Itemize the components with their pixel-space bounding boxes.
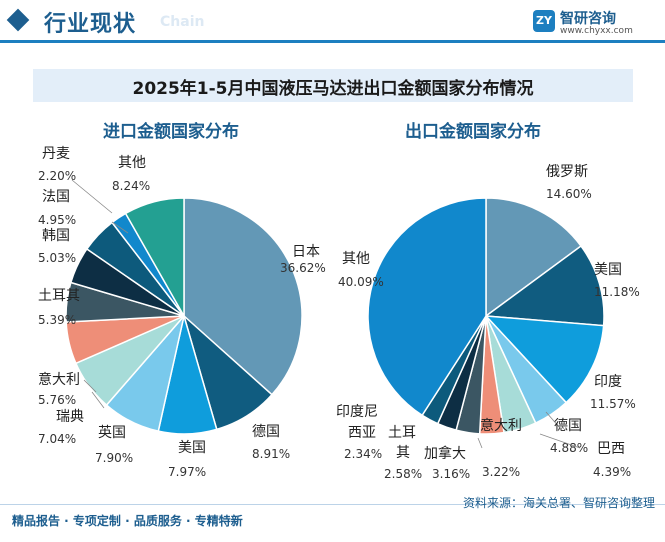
- import-chart-subtitle: 进口金额国家分布: [103, 122, 239, 142]
- pie-0-label-7: 韩国: [42, 228, 70, 244]
- pie-0-value-9: 2.20%: [38, 169, 76, 183]
- pie-1-value-9: 40.09%: [338, 275, 384, 289]
- pie-1-slice-1: [483, 244, 605, 327]
- pie-0-value-0: 36.62%: [280, 261, 326, 275]
- pie-1-slice-0: [485, 197, 583, 318]
- pie-1-label-8: 印度尼: [336, 404, 378, 420]
- pie-0-label-1: 德国: [252, 424, 280, 440]
- pie-0-leader-5: [83, 379, 97, 393]
- pie-1-value-4: 4.39%: [593, 465, 631, 479]
- export-chart-subtitle: 出口金额国家分布: [405, 122, 541, 142]
- pie-0-label-5: 意大利: [38, 371, 80, 388]
- chart-title-bar: 2025年1-5月中国液压马达进出口金额国家分布情况: [33, 69, 633, 102]
- pie-1-label-1: 美国: [594, 262, 622, 278]
- header-rule: [0, 40, 665, 43]
- pie-0-leader-8: [111, 221, 129, 234]
- pie-0-label-6: 土耳其: [38, 288, 80, 304]
- pie-0-value-1: 8.91%: [252, 447, 290, 461]
- pie-0-leader-9: [71, 179, 113, 214]
- pie-1-value-6: 3.16%: [432, 467, 470, 481]
- pie-0-value-8: 4.95%: [38, 213, 76, 227]
- pie-0-leader-4: [91, 391, 105, 409]
- pie-0-label-3: 英国: [98, 424, 126, 441]
- pie-1-label-6: 加拿大: [424, 445, 466, 462]
- pie-1-leader-4: [539, 433, 581, 449]
- pie-0-slice-10: [124, 197, 185, 319]
- footer-rule: [0, 504, 665, 505]
- page-footer: 精品报告 · 专项定制 · 品质服务 · 专精特新 资料来源：海关总署、智研咨询…: [0, 496, 665, 542]
- pie-1-label-7: 土耳: [388, 425, 416, 441]
- pie-0-value-7: 5.03%: [38, 251, 76, 265]
- pie-1-label-7-cont: 其: [396, 445, 410, 461]
- data-source: 资料来源：海关总署、智研咨询整理: [462, 496, 655, 510]
- pie-0-label-8: 法国: [42, 189, 70, 205]
- pie-0-label-9: 丹麦: [42, 146, 70, 162]
- pie-1-value-3: 4.88%: [550, 441, 588, 455]
- brand-logo-icon: ZY: [533, 10, 555, 32]
- pie-1-label-9: 其他: [342, 251, 370, 267]
- pie-0-value-3: 7.90%: [95, 451, 133, 465]
- brand-url: www.chyxx.com: [560, 26, 633, 36]
- pie-1-slice-9: [367, 197, 487, 417]
- pie-1-label-0: 俄罗斯: [546, 164, 588, 180]
- pie-1-label-5: 意大利: [480, 417, 522, 434]
- pie-1-leader-3: [545, 411, 561, 429]
- pie-1-label-3: 德国: [554, 418, 582, 434]
- pie-0-value-4: 7.04%: [38, 432, 76, 446]
- pie-0-label-2: 美国: [178, 440, 206, 456]
- pie-0-label-4: 瑞典: [56, 409, 84, 425]
- pie-1-label-2: 印度: [594, 374, 622, 390]
- pie-1-slice-2: [484, 315, 605, 404]
- pie-1-value-8: 2.34%: [344, 447, 382, 461]
- pie-1-label-8-cont: 西亚: [348, 425, 376, 441]
- pie-1-label-4: 巴西: [597, 441, 625, 457]
- chart-title: 2025年1-5月中国液压马达进出口金额国家分布情况: [132, 79, 534, 99]
- pie-0-value-6: 5.39%: [38, 313, 76, 327]
- footer-tagline: 精品报告 · 专项定制 · 品质服务 · 专精特新: [12, 514, 243, 528]
- pie-0-label-10: 其他: [118, 155, 146, 171]
- page-header: 行业现状 Chain: [0, 0, 665, 44]
- pie-0-value-10: 8.24%: [112, 179, 150, 193]
- header-title: 行业现状: [44, 12, 137, 37]
- pie-0-value-5: 5.76%: [38, 393, 76, 407]
- pie-0-value-2: 7.97%: [168, 465, 206, 479]
- pie-1-value-2: 11.57%: [590, 397, 636, 411]
- brand-logo: ZY 智研咨询 www.chyxx.com: [533, 7, 653, 39]
- pie-0-slice-0: [183, 197, 303, 396]
- pie-1-leader-5: [477, 437, 483, 449]
- pie-1-value-7: 2.58%: [384, 467, 422, 481]
- pie-1-value-5: 3.22%: [482, 465, 520, 479]
- header-watermark: Chain: [160, 14, 205, 30]
- brand-name: 智研咨询: [560, 11, 616, 27]
- pie-1-value-1: 11.18%: [594, 285, 640, 299]
- pie-1-value-0: 14.60%: [546, 187, 592, 201]
- pie-0-label-0: 日本: [292, 244, 320, 260]
